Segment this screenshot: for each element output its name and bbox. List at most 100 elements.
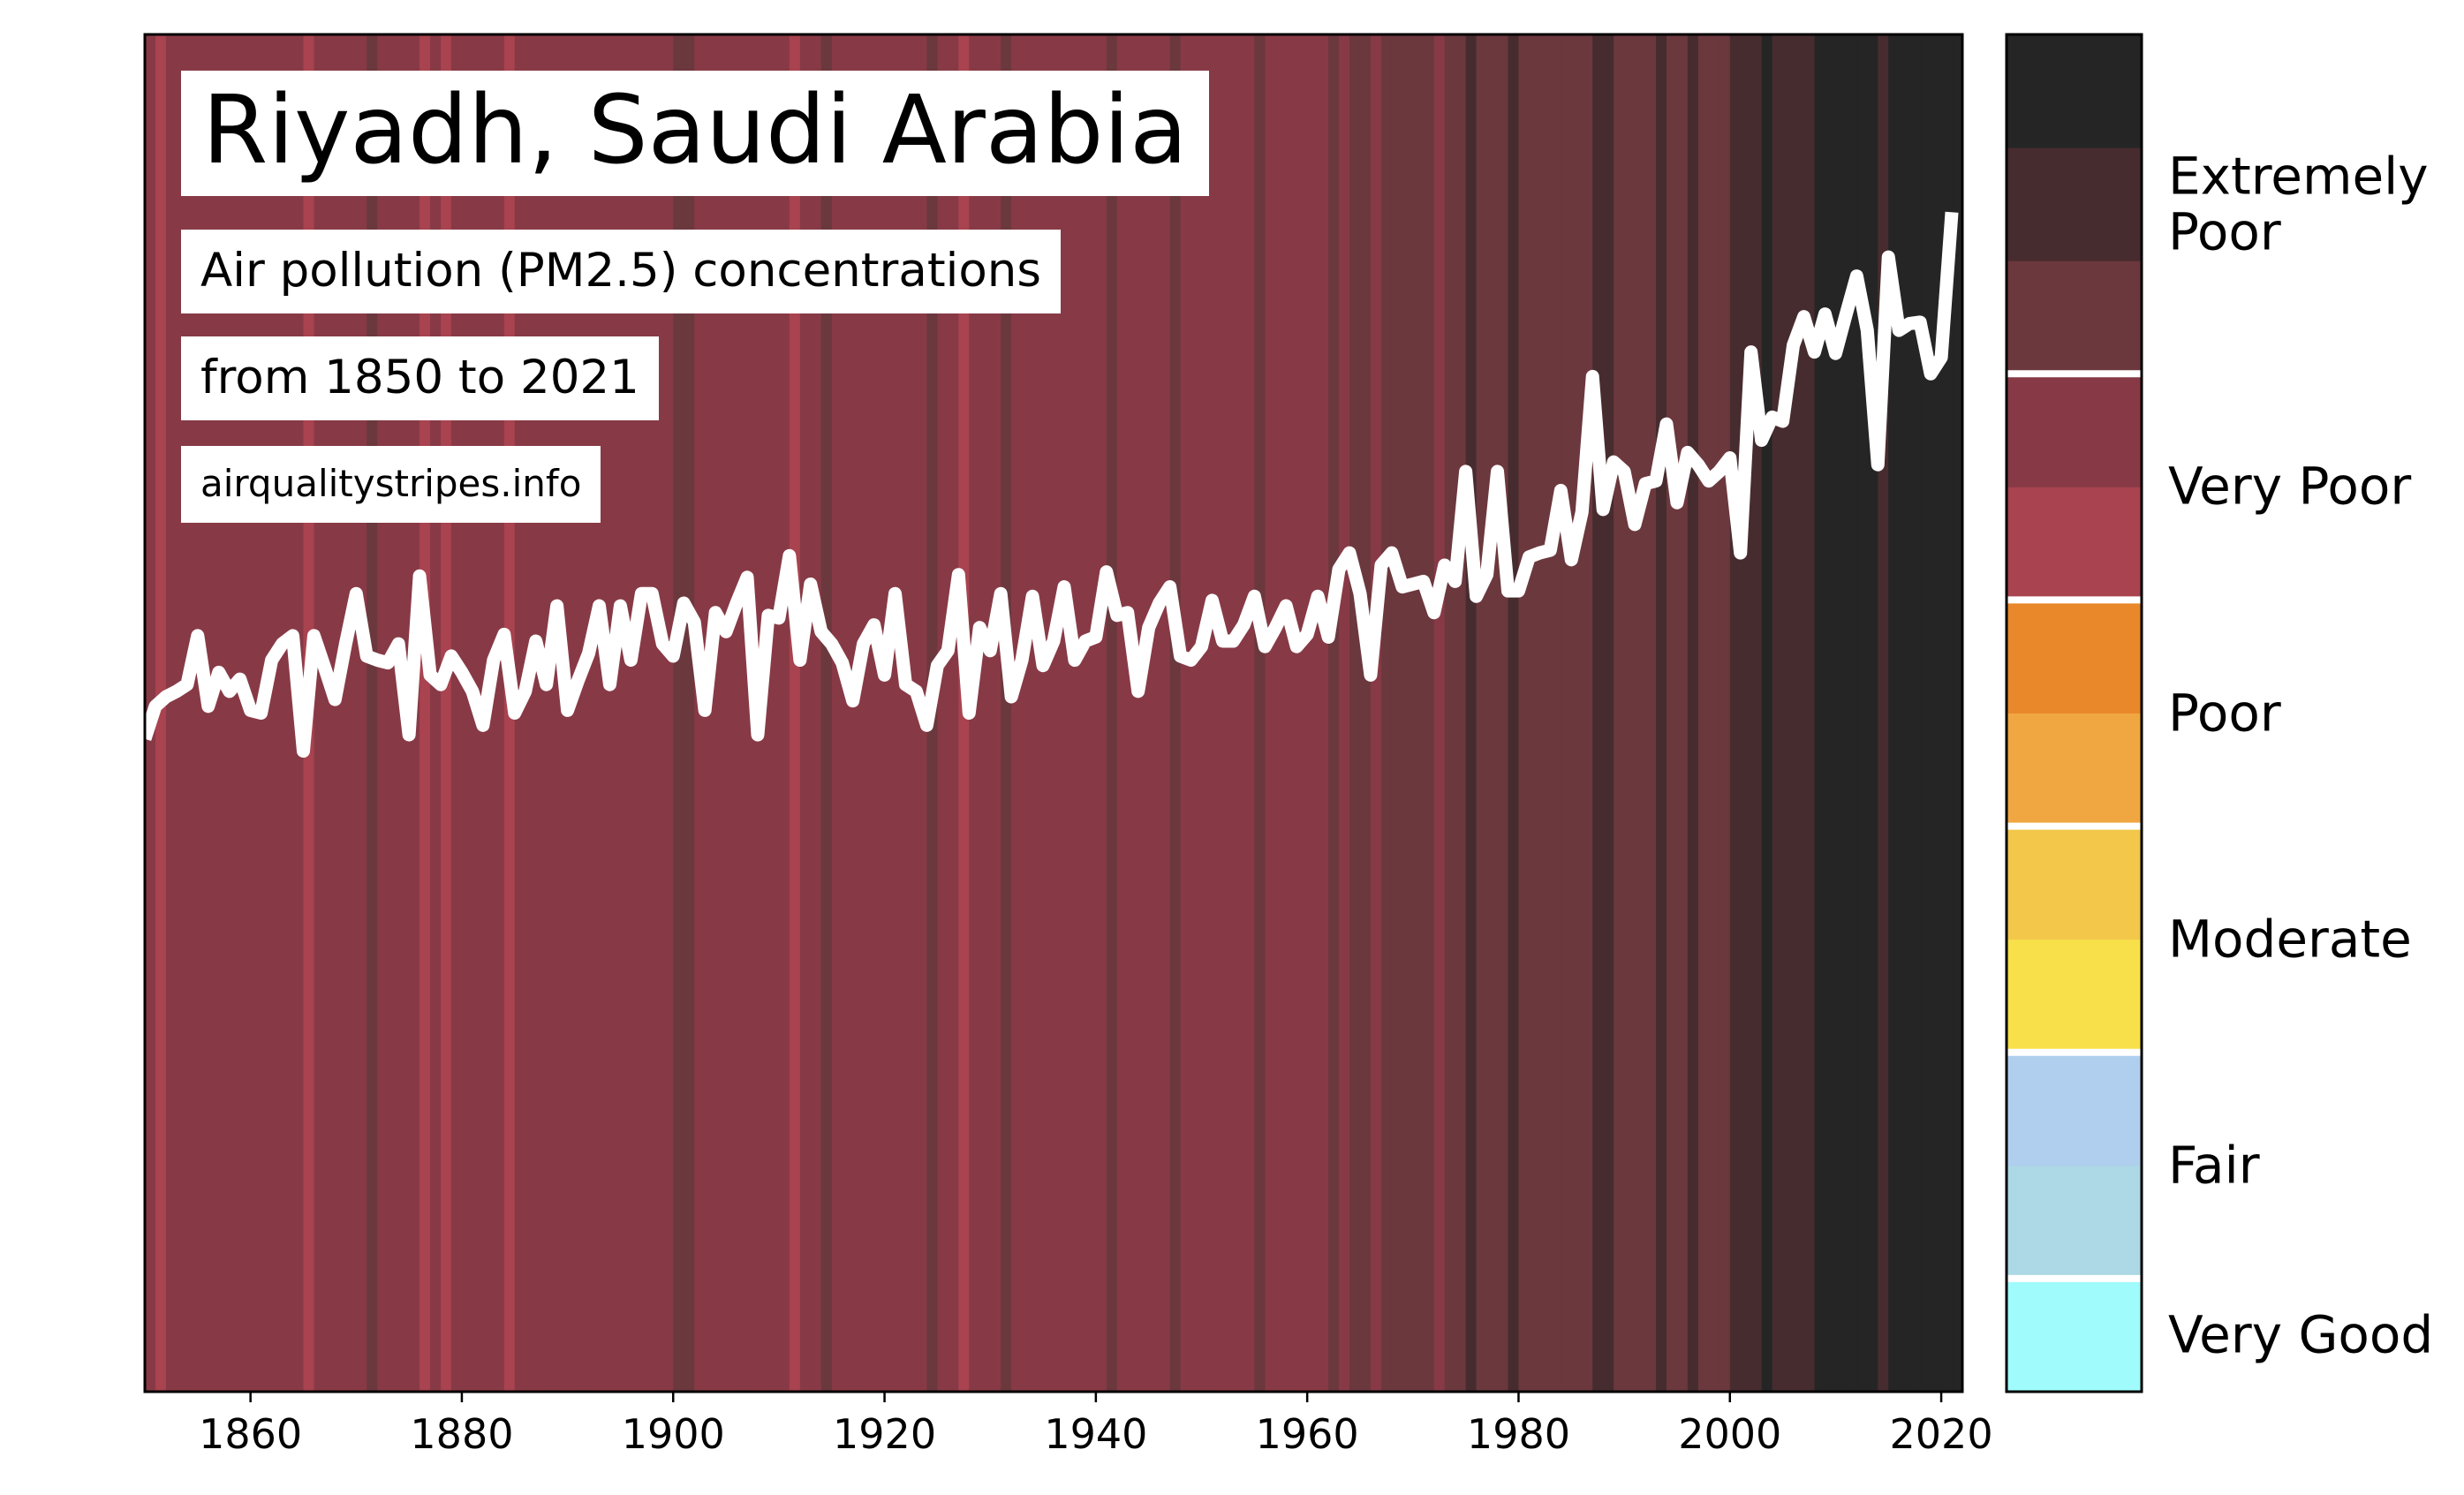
stripe [1180, 34, 1192, 1392]
stripe [1169, 34, 1182, 1392]
stripe [852, 34, 865, 1392]
legend-label: Very Good [2168, 1304, 2434, 1365]
subtitle: from 1850 to 2021 [181, 336, 659, 420]
legend-label: Moderate [2168, 909, 2412, 970]
stripe [737, 34, 748, 1392]
stripe [1190, 34, 1203, 1392]
pm25-line [145, 211, 1959, 759]
stripe [1835, 34, 1847, 1392]
stripe [831, 34, 843, 1392]
stripe [905, 34, 918, 1392]
stripe [1952, 34, 1962, 1392]
stripe [979, 34, 991, 1392]
stripe [1719, 34, 1731, 1392]
stripe [1275, 34, 1287, 1392]
stripe [1931, 34, 1942, 1392]
legend-label: Very Poor [2168, 457, 2412, 517]
stripe [1296, 34, 1308, 1392]
stripe [1899, 34, 1910, 1392]
stripe [1909, 34, 1921, 1392]
stripe [1635, 34, 1646, 1392]
stripe [1846, 34, 1857, 1392]
stripe [726, 34, 737, 1392]
legend-swatch [2007, 1278, 2142, 1393]
stripe [1624, 34, 1636, 1392]
stripe [1370, 34, 1382, 1392]
legend-label: Extremely Poor [2168, 146, 2429, 262]
stripe [884, 34, 896, 1392]
x-tick-label: 2020 [1890, 1410, 1993, 1458]
stripe [1582, 34, 1593, 1392]
stripe [1054, 34, 1065, 1392]
stripe [1793, 34, 1805, 1392]
stripe [1423, 34, 1435, 1392]
stripe [767, 34, 780, 1392]
stripe [165, 34, 178, 1392]
stripe [1106, 34, 1118, 1392]
stripe [1941, 34, 1953, 1392]
legend-swatch [2007, 487, 2142, 600]
stripe [1159, 34, 1171, 1392]
stripe [863, 34, 875, 1392]
legend-swatch [2007, 34, 2142, 148]
x-tick-label: 1900 [622, 1410, 725, 1458]
stripe [1391, 34, 1403, 1392]
stripe [1729, 34, 1742, 1392]
legend-label: Fair [2168, 1135, 2260, 1196]
stripe [1339, 34, 1350, 1392]
stripe [1359, 34, 1372, 1392]
stripe [1920, 34, 1931, 1392]
stripe [1349, 34, 1361, 1392]
stripe [1032, 34, 1044, 1392]
stripe [1486, 34, 1499, 1392]
x-tick-label: 1960 [1256, 1410, 1359, 1458]
stripe [1539, 34, 1551, 1392]
x-tick-label: 1880 [410, 1410, 513, 1458]
x-tick-label: 1980 [1467, 1410, 1570, 1458]
stripe [1603, 34, 1614, 1392]
stripe [1888, 34, 1900, 1392]
stripe [937, 34, 949, 1392]
legend-swatch [2007, 147, 2142, 261]
x-tick-label: 2000 [1678, 1410, 1781, 1458]
stripe [155, 34, 167, 1392]
stripe [1529, 34, 1540, 1392]
stripe [1761, 34, 1773, 1392]
stripe [1127, 34, 1139, 1392]
legend-swatch [2007, 1165, 2142, 1280]
x-tick-label: 1920 [833, 1410, 936, 1458]
stripe [1740, 34, 1752, 1392]
stripe [1074, 34, 1086, 1392]
stripe [990, 34, 1001, 1392]
stripe [1814, 34, 1826, 1392]
stripe [1433, 34, 1446, 1392]
stripe [1666, 34, 1678, 1392]
stripe [1286, 34, 1297, 1392]
stripe [1138, 34, 1150, 1392]
stripe [778, 34, 790, 1392]
stripe [1254, 34, 1266, 1392]
stripe [684, 34, 695, 1392]
legend-swatch [2007, 1052, 2142, 1167]
stripe [1043, 34, 1054, 1392]
stripe [1656, 34, 1667, 1392]
stripe [1265, 34, 1276, 1392]
stripe [1867, 34, 1878, 1392]
stripe [1561, 34, 1572, 1392]
chart-title: Riyadh, Saudi Arabia [181, 71, 1209, 196]
stripe [810, 34, 822, 1392]
stripe [1825, 34, 1837, 1392]
legend-label: Poor [2168, 683, 2281, 744]
stripe [1148, 34, 1160, 1392]
stripe [1455, 34, 1467, 1392]
stripe [1444, 34, 1456, 1392]
x-tick-label: 1940 [1044, 1410, 1147, 1458]
stripe [1022, 34, 1033, 1392]
legend-swatch [2007, 826, 2142, 940]
stripe [1645, 34, 1657, 1392]
stripe [1412, 34, 1425, 1392]
stripe [1782, 34, 1795, 1392]
stripe [1380, 34, 1393, 1392]
legend-swatch [2007, 260, 2142, 374]
